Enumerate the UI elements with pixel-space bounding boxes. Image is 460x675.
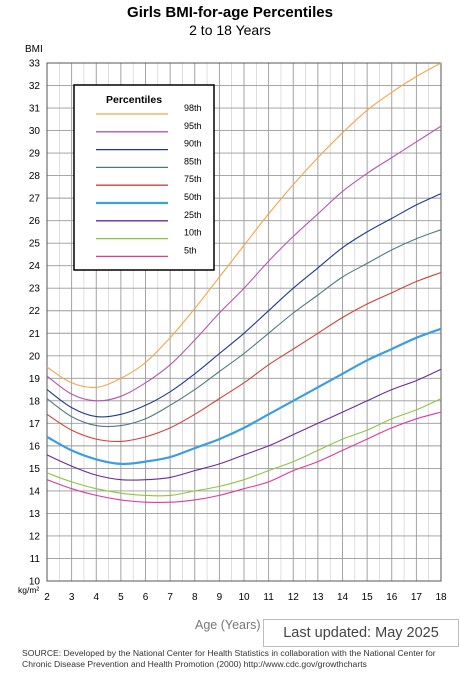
y-tick-label: 10 bbox=[29, 577, 41, 588]
y-tick-label: 24 bbox=[29, 261, 41, 272]
x-tick-label: 10 bbox=[238, 592, 250, 603]
x-tick-label: 15 bbox=[362, 592, 374, 603]
y-tick-label: 17 bbox=[29, 419, 41, 430]
y-tick-label: 25 bbox=[29, 239, 41, 250]
y-tick-label: 28 bbox=[29, 171, 41, 182]
y-tick-label: 33 bbox=[29, 59, 41, 70]
y-tick-label: 30 bbox=[29, 126, 41, 137]
x-tick-label: 2 bbox=[44, 592, 50, 603]
series-line-50th bbox=[46, 327, 442, 466]
legend: Percentiles 98th 95th 90th 85th 75th 50th 25th… bbox=[73, 84, 215, 271]
legend-label-90th: 90th bbox=[184, 139, 202, 149]
y-tick-label: 11 bbox=[30, 554, 41, 565]
series-line-75th bbox=[46, 271, 442, 443]
y-tick-label: 23 bbox=[29, 284, 41, 295]
series-line-85th bbox=[46, 229, 442, 428]
x-axis-label: Age (Years) bbox=[195, 618, 261, 632]
x-tick-label: 13 bbox=[312, 592, 324, 603]
x-tick-label: 3 bbox=[69, 592, 75, 603]
y-tick-label: 21 bbox=[29, 329, 41, 340]
x-tick-label: 17 bbox=[411, 592, 423, 603]
x-tick-label: 9 bbox=[217, 592, 223, 603]
y-tick-label: 16 bbox=[29, 441, 41, 452]
y-tick-label: 13 bbox=[29, 509, 41, 520]
y-tick-label: 19 bbox=[29, 374, 41, 385]
y-tick-label: 29 bbox=[29, 149, 41, 160]
x-tick-label: 7 bbox=[167, 592, 173, 603]
y-tick-label: 22 bbox=[29, 306, 41, 317]
last-updated-box: Last updated: May 2025 bbox=[263, 619, 459, 647]
x-tick-label: 16 bbox=[386, 592, 398, 603]
x-tick-label: 8 bbox=[192, 592, 198, 603]
series-line-90th bbox=[46, 193, 442, 418]
chart-subtitle: 2 to 18 Years bbox=[189, 22, 271, 38]
series-line-25th bbox=[46, 368, 442, 481]
y-tick-label: 32 bbox=[29, 81, 41, 92]
series-line-5th bbox=[46, 411, 442, 503]
y-tick-label: 31 bbox=[29, 104, 41, 115]
series-line-10th bbox=[46, 398, 442, 497]
legend-label-85th: 85th bbox=[184, 156, 202, 166]
plot-border bbox=[46, 62, 442, 582]
legend-label-5th: 5th bbox=[184, 245, 197, 255]
x-tick-label: 12 bbox=[288, 592, 300, 603]
y-tick-label: 12 bbox=[29, 531, 41, 542]
series-line-98th bbox=[46, 62, 442, 389]
x-tick-label: 4 bbox=[93, 592, 99, 603]
x-tick-label: 18 bbox=[435, 592, 447, 603]
y-tick-label: 20 bbox=[29, 351, 41, 362]
y-tick-label: 26 bbox=[29, 216, 41, 227]
x-tick-label: 6 bbox=[143, 592, 149, 603]
legend-label-25th: 25th bbox=[184, 210, 202, 220]
x-tick-label: 5 bbox=[118, 592, 124, 603]
x-tick-label: 11 bbox=[263, 592, 274, 603]
legend-label-95th: 95th bbox=[184, 121, 202, 131]
y-tick-label: 27 bbox=[29, 194, 41, 205]
legend-label-10th: 10th bbox=[184, 228, 202, 238]
bmi-chart: BMI kg/m² 101112131415161718192021222324… bbox=[18, 44, 447, 603]
y-axis-unit: kg/m² bbox=[18, 585, 39, 595]
legend-title: Percentiles bbox=[106, 94, 162, 106]
source-note: SOURCE: Developed by the National Center… bbox=[22, 648, 436, 669]
y-tick-label: 15 bbox=[29, 464, 41, 475]
legend-label-75th: 75th bbox=[184, 174, 202, 184]
percentile-lines bbox=[46, 62, 442, 503]
chart-axes: BMI kg/m² 101112131415161718192021222324… bbox=[18, 44, 447, 603]
legend-label-98th: 98th bbox=[184, 103, 202, 113]
y-tick-label: 14 bbox=[29, 486, 41, 497]
y-axis-label: BMI bbox=[25, 44, 43, 55]
chart-title: Girls BMI-for-age Percentiles bbox=[127, 4, 333, 21]
y-tick-label: 18 bbox=[29, 396, 41, 407]
series-line-95th bbox=[46, 125, 442, 402]
x-tick-label: 14 bbox=[337, 592, 349, 603]
legend-label-50th: 50th bbox=[184, 192, 202, 202]
